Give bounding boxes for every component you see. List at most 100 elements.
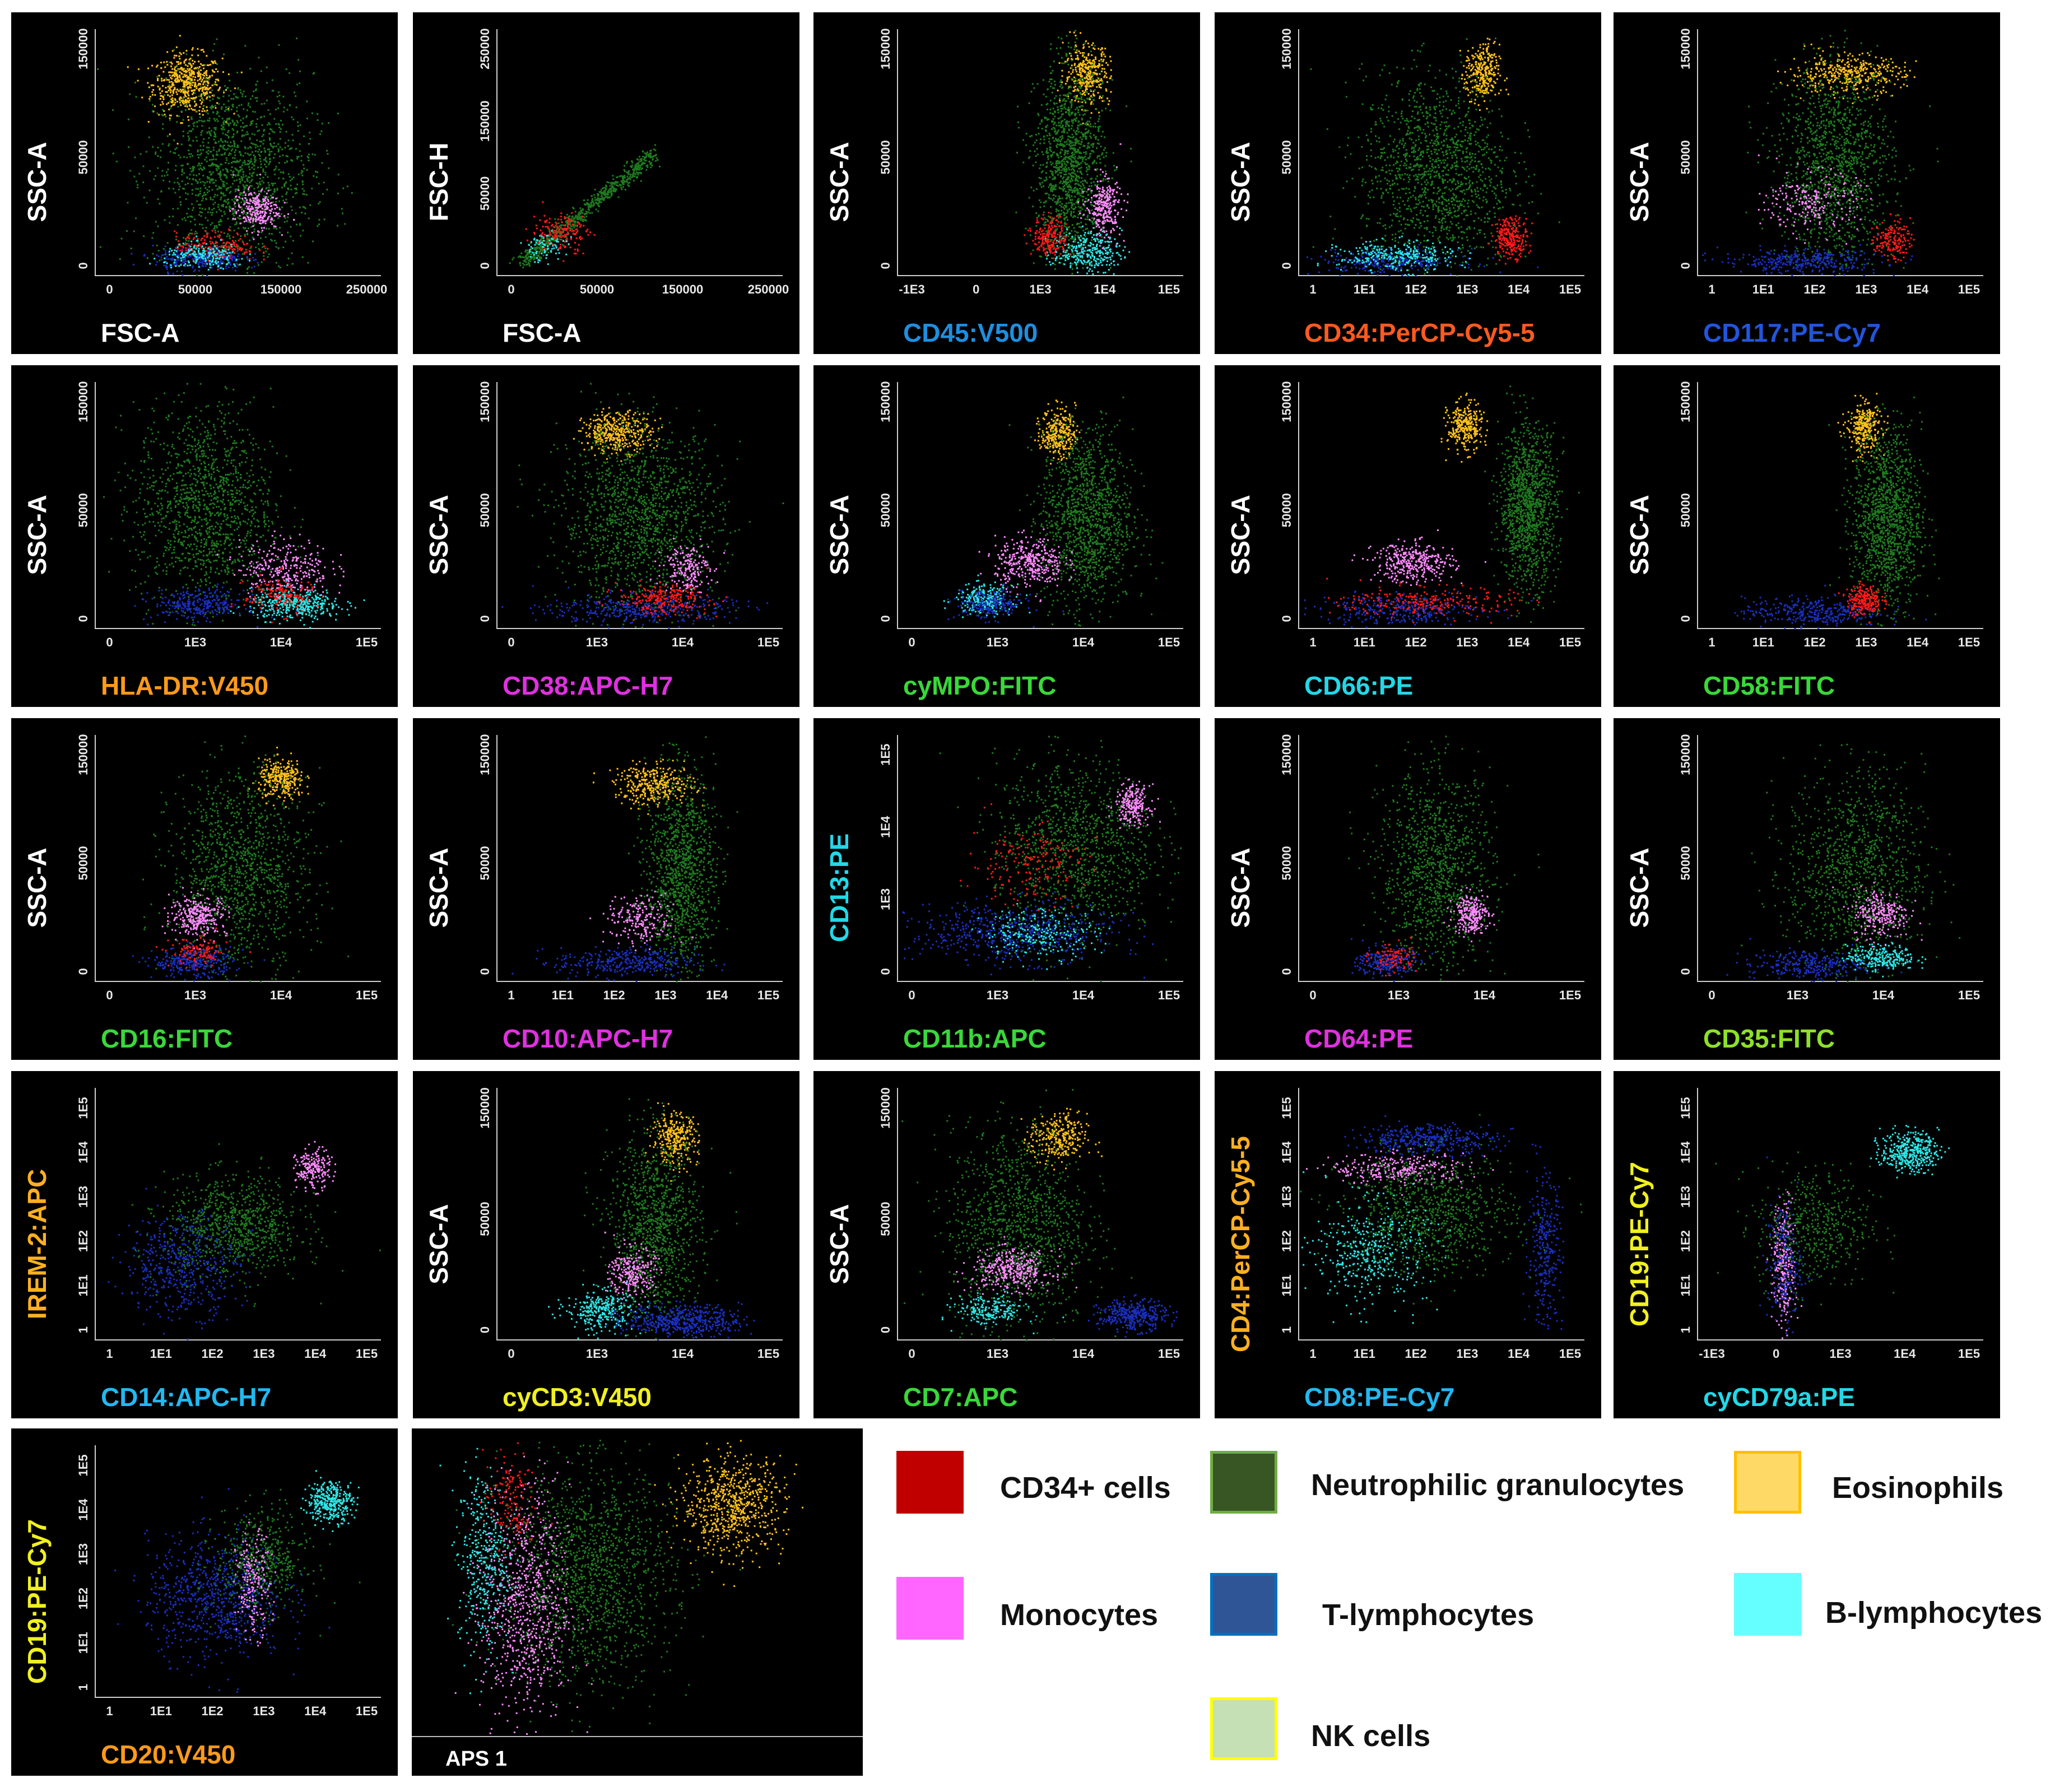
event-dot: [1084, 180, 1086, 183]
event-dot: [227, 201, 230, 203]
event-dot: [230, 169, 232, 171]
event-dot: [322, 193, 324, 195]
event-dot: [193, 72, 195, 74]
event-dot: [170, 105, 173, 107]
event-dot: [580, 224, 582, 226]
event-dot: [650, 163, 652, 165]
event-dot: [1071, 64, 1073, 67]
event-dot: [229, 122, 231, 124]
event-dot: [258, 248, 260, 250]
event-dot: [157, 155, 159, 157]
event-dot: [247, 272, 248, 274]
event-dot: [554, 244, 556, 246]
event-dot: [1040, 138, 1042, 141]
event-dot: [154, 94, 156, 96]
event-dot: [1089, 85, 1091, 87]
event-dot: [251, 166, 253, 169]
event-dot: [228, 235, 230, 237]
event-dot: [286, 202, 288, 204]
event-dot: [1061, 206, 1063, 208]
event-dot: [208, 87, 210, 90]
event-dot: [258, 243, 259, 245]
event-dot: [244, 181, 246, 183]
event-dot: [1045, 176, 1047, 179]
event-dot: [221, 268, 224, 269]
event-dot: [544, 220, 546, 222]
event-dot: [217, 71, 219, 73]
event-dot: [1036, 148, 1038, 150]
event-dot: [202, 238, 204, 240]
event-dot: [311, 153, 314, 155]
event-dot: [306, 155, 309, 157]
event-dot: [295, 188, 297, 190]
event-dot: [566, 240, 568, 243]
event-dot: [317, 113, 319, 115]
event-dot: [203, 86, 205, 89]
event-dot: [1070, 101, 1071, 104]
event-dot: [201, 208, 203, 210]
event-dot: [211, 60, 213, 62]
event-dot: [277, 247, 280, 249]
event-dot: [259, 222, 261, 224]
event-dot: [607, 194, 609, 196]
event-dot: [185, 242, 187, 244]
event-dot: [585, 220, 587, 222]
event-dot: [533, 258, 535, 260]
event-dot: [632, 172, 634, 174]
event-dot: [209, 264, 211, 266]
event-dot: [169, 119, 171, 121]
event-dot: [180, 53, 182, 55]
event-dot: [231, 258, 233, 260]
event-dot: [226, 119, 228, 122]
event-dot: [249, 260, 250, 262]
event-dot: [597, 210, 599, 212]
event-dot: [597, 193, 599, 196]
event-dot: [1067, 191, 1070, 193]
event-dot: [175, 46, 178, 48]
event-dot: [268, 163, 270, 165]
event-dot: [207, 211, 209, 213]
event-dot: [1073, 31, 1075, 34]
event-dot: [1067, 95, 1070, 97]
event-dot: [547, 227, 549, 230]
event-dot: [1059, 101, 1061, 103]
event-dot: [254, 259, 257, 260]
event-dot: [240, 140, 243, 142]
event-dot: [239, 238, 241, 240]
event-dot: [553, 232, 555, 234]
event-dot: [274, 182, 276, 184]
event-dot: [552, 244, 554, 246]
event-dot: [1085, 132, 1086, 134]
event-dot: [295, 212, 297, 215]
event-dot: [197, 165, 199, 167]
event-dot: [1031, 83, 1034, 85]
event-dot: [1070, 177, 1072, 179]
event-dot: [1052, 199, 1054, 201]
event-dot: [292, 176, 295, 179]
event-dot: [296, 38, 298, 40]
event-dot: [534, 257, 536, 259]
event-dot: [244, 161, 246, 164]
event-dot: [1078, 177, 1080, 179]
event-dot: [166, 262, 168, 264]
event-dot: [242, 161, 244, 164]
event-dot: [1085, 197, 1087, 199]
event-dot: [248, 208, 250, 210]
event-dot: [159, 203, 161, 204]
event-dot: [270, 218, 272, 221]
event-dot: [1078, 162, 1080, 165]
event-dot: [655, 157, 658, 159]
event-dot: [168, 108, 170, 110]
event-dot: [234, 188, 236, 190]
event-dot: [1093, 63, 1095, 65]
event-dot: [249, 138, 251, 141]
event-dot: [174, 254, 176, 255]
event-dot: [228, 208, 230, 211]
event-dot: [247, 267, 249, 269]
event-dot: [291, 178, 293, 180]
event-dot: [257, 187, 259, 189]
event-dot: [285, 198, 287, 201]
event-dot: [1099, 80, 1101, 82]
event-dot: [215, 62, 217, 64]
event-dot: [170, 264, 172, 266]
